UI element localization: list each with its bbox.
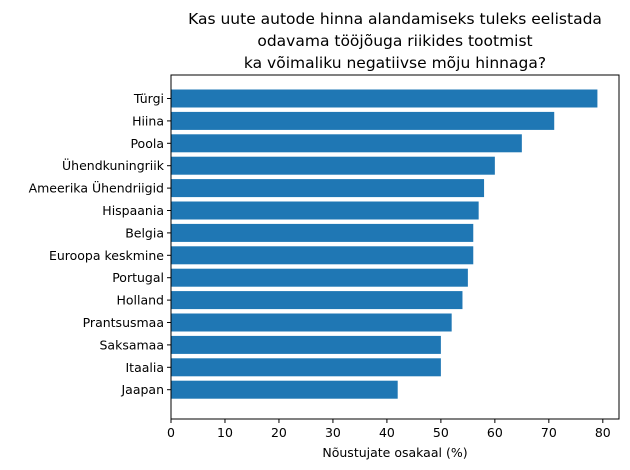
bar	[171, 89, 598, 108]
y-axis-ticks: Türgi Hiina Poola Ühendkuningriik Ameerika Ü…	[29, 91, 171, 397]
x-tick-label: 0	[167, 425, 175, 440]
x-axis-label: Nõustujate osakaal (%)	[322, 445, 467, 460]
x-tick-label: 80	[595, 425, 611, 440]
bar	[171, 268, 468, 287]
x-tick-label: 10	[217, 425, 233, 440]
x-tick-label: 20	[271, 425, 287, 440]
bar	[171, 246, 474, 265]
x-tick-label: 70	[541, 425, 557, 440]
y-tick-label: Ameerika Ühendriigid	[29, 180, 164, 196]
bar	[171, 291, 463, 310]
chart-title-line-1: Kas uute autode hinna alandamiseks tulek…	[188, 10, 602, 28]
bar	[171, 111, 555, 130]
bar	[171, 179, 485, 198]
x-axis-ticks: 0 10 20 30 40 50 60 70 80	[167, 419, 611, 440]
y-tick-label: Poola	[130, 136, 164, 151]
bar	[171, 156, 495, 175]
bar	[171, 134, 522, 153]
x-tick-label: 40	[379, 425, 395, 440]
y-tick-label: Türgi	[133, 91, 164, 106]
y-tick-label: Portugal	[112, 270, 164, 285]
x-tick-label: 30	[325, 425, 341, 440]
y-tick-label: Saksamaa	[99, 337, 164, 352]
chart-title-line-2: odavama tööjõuga riikides tootmist	[257, 32, 532, 50]
y-tick-label: Itaalia	[125, 360, 164, 375]
plot-frame	[170, 74, 620, 420]
y-tick-label: Hiina	[132, 113, 164, 128]
bar	[171, 335, 441, 354]
y-tick-label: Jaapan	[120, 382, 164, 397]
bar	[171, 380, 398, 399]
chart-title: Kas uute autode hinna alandamiseks tulek…	[188, 10, 602, 72]
y-tick-label: Holland	[116, 293, 164, 308]
y-tick-label: Prantsusmaa	[83, 315, 164, 330]
y-tick-label: Belgia	[125, 225, 164, 240]
y-tick-label: Ühendkuningriik	[62, 157, 165, 173]
bar	[171, 358, 441, 377]
bar	[171, 313, 452, 332]
bar	[171, 201, 479, 220]
bar	[171, 223, 474, 242]
x-tick-label: 60	[487, 425, 503, 440]
y-tick-label: Hispaania	[102, 203, 164, 218]
x-tick-label: 50	[433, 425, 449, 440]
chart-title-line-3: ka võimaliku negatiivse mõju hinnaga?	[244, 54, 546, 72]
y-tick-label: Euroopa keskmine	[49, 248, 164, 263]
bars	[171, 89, 598, 399]
